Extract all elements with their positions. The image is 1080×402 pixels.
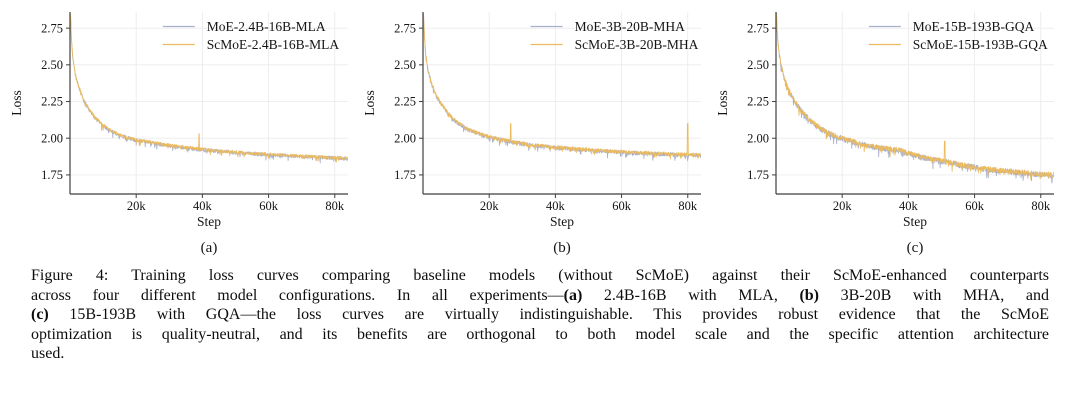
x-tick-label: 40k (899, 199, 919, 213)
caption-text: Figure 4: Training loss curves comparing… (31, 267, 1049, 284)
loss-chart-c: 1.75 2.00 2.25 2.50 2.75 20k 40k 60k 80k Loss Step… (715, 12, 1054, 256)
caption-line-1: Figure 4: Training loss curves comparing… (31, 266, 1049, 286)
y-tick-label: 2.50 (394, 58, 416, 72)
legend-label: ScMoE-15B-193B-GQA (913, 37, 1048, 52)
legend-label: MoE-15B-193B-GQA (913, 19, 1035, 34)
x-tick-label: 80k (678, 199, 698, 213)
caption-panel-ref: (a) (563, 286, 583, 304)
legend-label: MoE-3B-20B-MHA (575, 19, 685, 34)
caption-text: across four different model configuratio… (31, 286, 564, 304)
x-tick-label: 20k (480, 199, 500, 213)
y-tick-label: 1.75 (394, 168, 416, 182)
loss-chart-panel-a: 1.75 2.00 2.25 2.50 2.75 20k 40k 60k 80k Loss Step… (8, 0, 361, 258)
x-tick-label: 60k (259, 199, 279, 213)
legend-label: ScMoE-2.4B-16B-MLA (207, 37, 340, 52)
caption-text: 3B-20B with MHA, and (819, 286, 1050, 304)
loss-charts-row: 1.75 2.00 2.25 2.50 2.75 20k 40k 60k 80k Loss Step… (8, 0, 1067, 258)
y-tick-label: 2.75 (747, 21, 769, 35)
y-axis-label: Loss (9, 90, 24, 116)
y-tick-label: 1.75 (747, 168, 769, 182)
y-tick-label: 2.50 (747, 58, 769, 72)
y-tick-label: 1.75 (41, 168, 63, 182)
panel-label: (b) (553, 240, 571, 256)
y-tick-label: 2.00 (394, 131, 416, 145)
x-tick-label: 60k (965, 199, 985, 213)
x-tick-label: 60k (612, 199, 632, 213)
series-group (70, 13, 348, 164)
caption-line-3: (c) 15B-193B with GQA—the loss curves ar… (31, 305, 1049, 325)
x-tick-label: 80k (1031, 199, 1051, 213)
caption-text: used. (31, 345, 65, 363)
panel-label: (a) (201, 240, 218, 256)
y-tick-label: 2.75 (394, 21, 416, 35)
caption-line-4: optimization is quality-neutral, and its… (31, 325, 1049, 345)
x-tick-label: 40k (193, 199, 213, 213)
x-axis-label: Step (903, 214, 927, 229)
x-tick-label: 20k (127, 199, 147, 213)
caption-text: optimization is quality-neutral, and its… (31, 325, 1049, 343)
series-group (423, 13, 701, 162)
loss-curve-scmoe (423, 13, 701, 160)
panel-label: (c) (907, 240, 924, 256)
y-tick-label: 2.25 (41, 95, 63, 109)
loss-chart-b: 1.75 2.00 2.25 2.50 2.75 20k 40k 60k 80k Loss Step… (362, 12, 701, 256)
y-tick-label: 2.00 (41, 131, 63, 145)
y-tick-label: 2.75 (41, 21, 63, 35)
x-axis-label: Step (550, 214, 574, 229)
caption-text: 2.4B-16B with MLA, (582, 286, 800, 304)
loss-chart-a: 1.75 2.00 2.25 2.50 2.75 20k 40k 60k 80k Loss Step… (9, 12, 348, 256)
caption-line-5: used. (31, 344, 1049, 364)
x-tick-label: 20k (833, 199, 853, 213)
series-group (776, 13, 1054, 184)
legend-label: MoE-2.4B-16B-MLA (207, 19, 326, 34)
loss-curve-scmoe (776, 14, 1054, 180)
y-axis-label: Loss (715, 90, 730, 116)
y-tick-label: 2.25 (394, 95, 416, 109)
x-tick-label: 80k (325, 199, 345, 213)
loss-chart-panel-b: 1.75 2.00 2.25 2.50 2.75 20k 40k 60k 80k Loss Step… (361, 0, 714, 258)
y-tick-label: 2.50 (41, 58, 63, 72)
figure-caption: Figure 4: Training loss curves comparing… (31, 266, 1049, 364)
caption-text: 15B-193B with GQA—the loss curves are vi… (48, 306, 1049, 324)
caption-panel-ref: (c) (31, 306, 49, 324)
y-tick-label: 2.25 (747, 95, 769, 109)
y-axis-label: Loss (362, 90, 377, 116)
legend-label: ScMoE-3B-20B-MHA (575, 37, 699, 52)
x-axis-label: Step (197, 214, 221, 229)
loss-chart-panel-c: 1.75 2.00 2.25 2.50 2.75 20k 40k 60k 80k Loss Step… (714, 0, 1067, 258)
caption-panel-ref: (b) (799, 286, 819, 304)
y-tick-label: 2.00 (747, 131, 769, 145)
caption-line-2: across four different model configuratio… (31, 286, 1049, 306)
loss-curve-scmoe (70, 14, 348, 163)
x-tick-label: 40k (546, 199, 566, 213)
